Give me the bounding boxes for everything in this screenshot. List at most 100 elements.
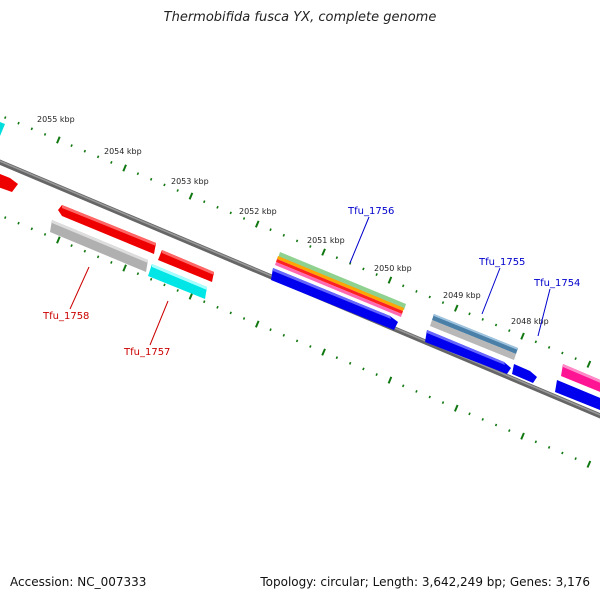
leader-line	[537, 288, 551, 337]
minor-tick	[136, 272, 140, 276]
minor-tick	[574, 457, 577, 461]
minor-tick	[96, 155, 100, 159]
major-tick	[586, 360, 592, 368]
minor-tick	[481, 417, 484, 421]
feature-tfu1757-cyan[interactable]	[148, 264, 207, 299]
minor-tick	[96, 255, 100, 259]
major-tick	[188, 192, 194, 200]
feature-group-tfu1756	[271, 252, 406, 330]
kbp-label: 2050 kbp	[374, 264, 412, 273]
feature-shade	[427, 330, 505, 365]
feature-shade	[62, 205, 156, 246]
minor-tick	[136, 172, 140, 176]
minor-tick	[401, 284, 405, 288]
minor-tick	[309, 345, 312, 348]
minor-tick	[149, 177, 153, 181]
minor-tick	[335, 356, 339, 360]
feature-red-edge[interactable]	[0, 172, 18, 192]
feature-shade	[162, 250, 214, 275]
minor-tick	[375, 373, 378, 376]
feature-tfu1758-grey[interactable]	[50, 220, 148, 272]
minor-tick	[30, 127, 34, 131]
minor-tick	[216, 205, 219, 209]
minor-tick	[494, 323, 498, 327]
minor-tick	[295, 239, 299, 243]
minor-tick	[17, 121, 20, 125]
leader-line	[349, 216, 370, 264]
minor-tick	[216, 305, 219, 309]
minor-tick	[362, 367, 365, 371]
leader-line	[149, 300, 169, 346]
minor-tick	[428, 295, 431, 299]
minor-tick	[229, 311, 232, 315]
minor-tick	[176, 289, 179, 292]
feature-red-band[interactable]	[276, 259, 403, 314]
major-tick	[122, 264, 127, 272]
gene-label-tfu1755[interactable]: Tfu_1755	[478, 257, 525, 268]
major-tick	[586, 460, 592, 468]
minor-tick	[295, 339, 299, 343]
feature-pink-edge[interactable]	[561, 364, 600, 396]
feature-green[interactable]	[278, 252, 406, 310]
feature-pink-band[interactable]	[275, 262, 402, 317]
kbp-label: 2055 kbp	[37, 115, 75, 124]
minor-tick	[547, 345, 551, 349]
feature-tfu1757-red[interactable]	[158, 250, 214, 282]
feature-tfu1758-red[interactable]	[58, 205, 156, 254]
feature-group-tfu1755	[425, 314, 537, 383]
minor-tick	[4, 216, 7, 220]
feature-tfu1755-steel[interactable]	[432, 314, 518, 354]
kbp-label: 2051 kbp	[307, 236, 345, 245]
feature-cyan-edge[interactable]	[0, 120, 5, 136]
scale-labels: 2055 kbp 2054 kbp 2053 kbp 2052 kbp 2051…	[37, 115, 549, 326]
leader-line	[69, 266, 90, 310]
major-tick	[254, 320, 260, 328]
minor-tick	[375, 273, 378, 276]
gene-label-tfu1756[interactable]: Tfu_1756	[347, 206, 394, 217]
kbp-label: 2049 kbp	[443, 291, 481, 300]
minor-tick	[70, 244, 73, 248]
minor-tick	[348, 361, 352, 365]
minor-tick	[415, 389, 418, 393]
inner-tick-ring	[4, 216, 592, 468]
major-tick	[122, 164, 127, 172]
minor-tick	[30, 227, 34, 231]
kbp-label: 2052 kbp	[239, 207, 277, 216]
minor-tick	[203, 300, 206, 304]
minor-tick	[229, 211, 232, 215]
major-tick	[453, 404, 459, 412]
minor-tick	[574, 357, 577, 361]
feature-orange[interactable]	[277, 256, 404, 311]
major-tick	[520, 332, 525, 340]
minor-tick	[149, 277, 153, 281]
minor-tick	[362, 267, 365, 271]
minor-tick	[269, 228, 272, 232]
major-tick	[387, 376, 393, 384]
feature-shade	[152, 264, 207, 290]
major-tick	[387, 276, 393, 284]
gene-label-tfu1754[interactable]: Tfu_1754	[533, 278, 580, 289]
genome-stats-text: Topology: circular; Length: 3,642,249 bp…	[260, 575, 590, 589]
minor-tick	[282, 333, 286, 337]
leader-line	[481, 267, 501, 315]
minor-tick	[494, 423, 498, 427]
major-tick	[453, 304, 459, 312]
feature-group-left	[50, 205, 214, 299]
minor-tick	[428, 395, 431, 399]
feature-shade	[52, 220, 148, 263]
minor-tick	[17, 221, 20, 225]
minor-tick	[481, 317, 484, 321]
gene-label-tfu1758[interactable]: Tfu_1758	[42, 311, 89, 322]
minor-tick	[43, 132, 47, 136]
feature-shade	[563, 364, 600, 383]
gene-label-tfu1757[interactable]: Tfu_1757	[123, 347, 170, 358]
feature-shade	[273, 268, 391, 319]
feature-tfu1756-blue[interactable]	[271, 268, 398, 330]
feature-tfu1754-blue[interactable]	[512, 364, 537, 383]
accession-text: Accession: NC_007333	[10, 575, 147, 589]
feature-blue-edge[interactable]	[555, 380, 600, 414]
minor-tick	[468, 312, 471, 316]
minor-tick	[110, 161, 113, 164]
minor-tick	[441, 401, 445, 405]
feature-tfu1755-grey[interactable]	[430, 320, 516, 360]
